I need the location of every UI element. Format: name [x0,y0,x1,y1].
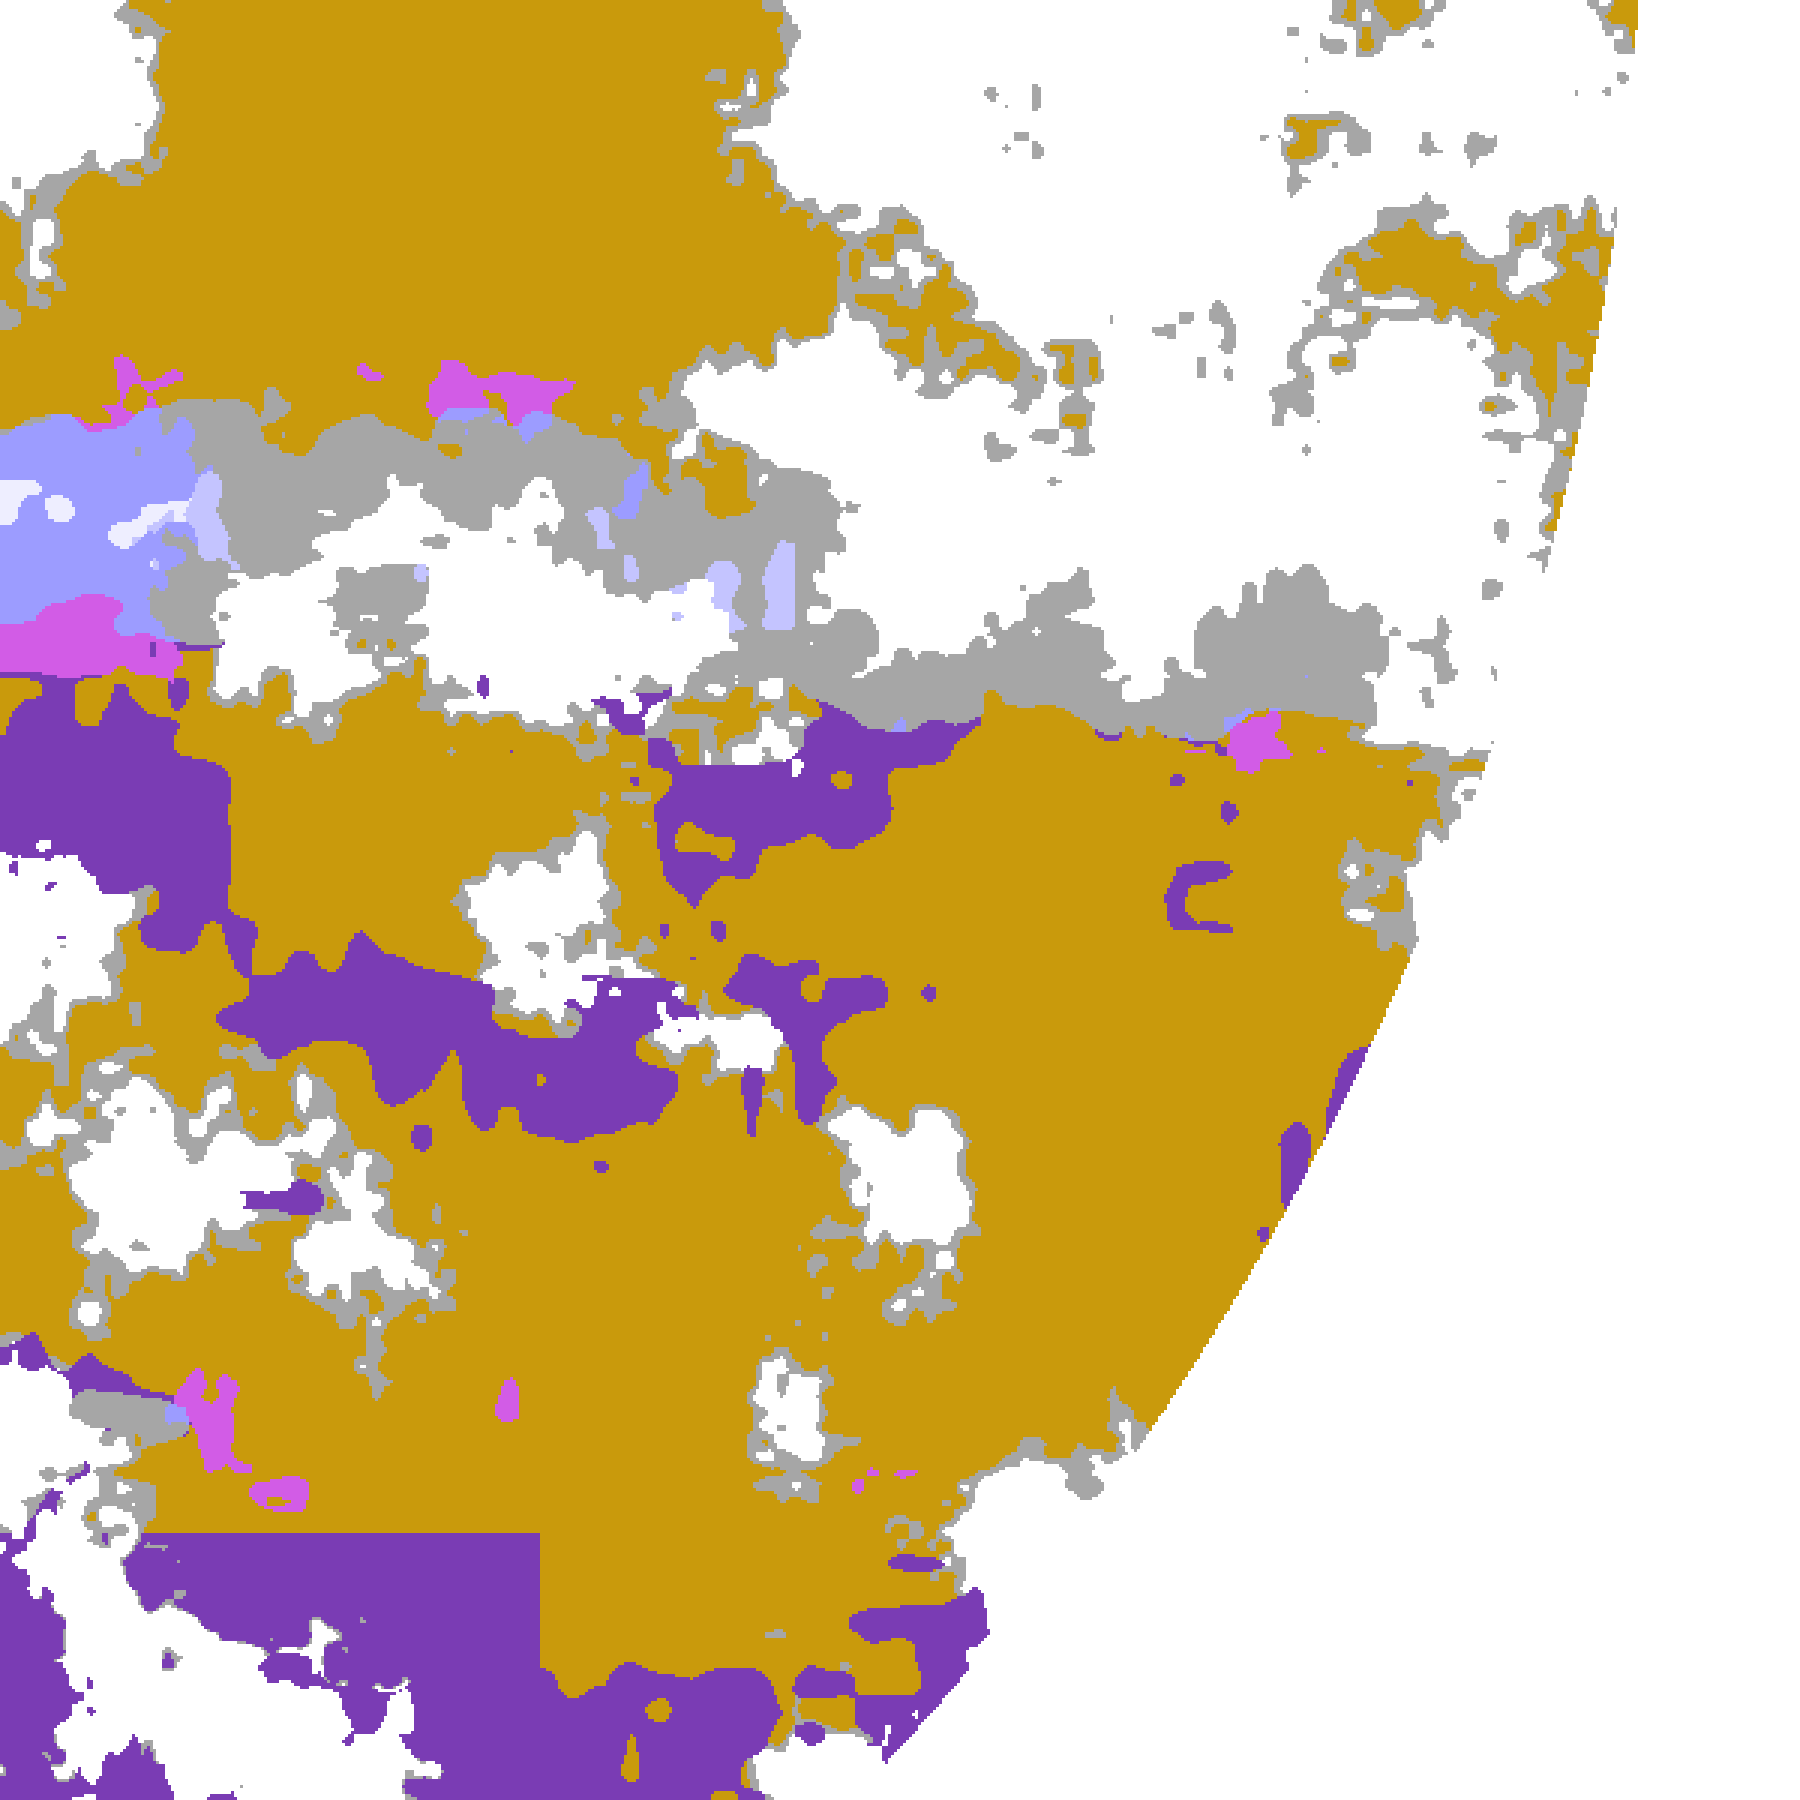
satellite-cloud-classification-map [0,0,1800,1800]
earth-disk-imagery [0,0,1800,1800]
